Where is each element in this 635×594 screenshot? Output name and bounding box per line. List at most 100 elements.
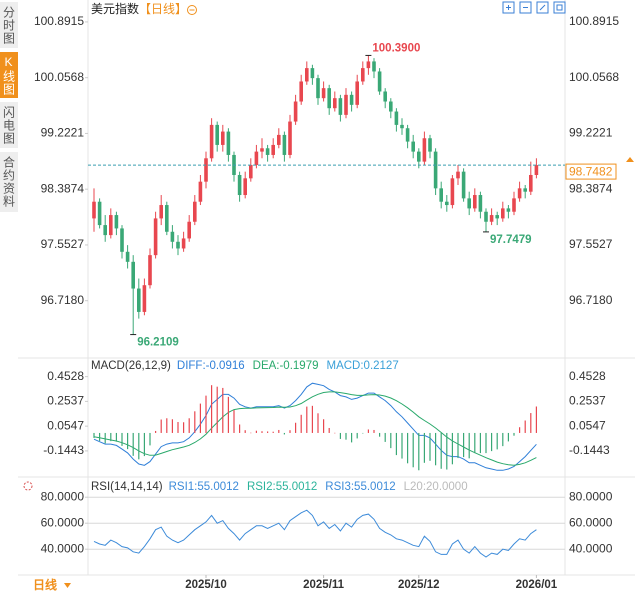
candle-body xyxy=(271,144,275,155)
candle-body xyxy=(361,68,365,82)
candle-body xyxy=(333,98,337,109)
candle-body xyxy=(193,201,197,222)
candle-body xyxy=(534,165,539,175)
legend-entry: RSI2:55.0012 xyxy=(247,481,317,493)
tool-button[interactable] xyxy=(536,1,549,14)
rsi-line xyxy=(93,509,537,558)
macd-bar xyxy=(362,432,364,434)
candle-body xyxy=(405,128,410,142)
candle-body xyxy=(243,178,247,196)
candle-body xyxy=(209,124,214,159)
last-price-label: 98.7482 xyxy=(569,164,613,178)
macd-bar xyxy=(446,432,448,470)
annotation: 97.7479 xyxy=(490,234,532,246)
candle-body xyxy=(148,255,152,286)
macd-bar xyxy=(143,432,145,457)
candle-body xyxy=(103,225,107,236)
macd-bar xyxy=(323,419,325,433)
macd-bar xyxy=(367,429,369,433)
tab[interactable]: K线图 xyxy=(0,52,18,98)
macd-bar xyxy=(300,414,302,433)
legend-entry: L20:20.0000 xyxy=(404,481,468,493)
macd-bar xyxy=(155,430,157,433)
candle-body xyxy=(277,134,281,145)
macd-bar xyxy=(311,405,313,433)
macd-bar xyxy=(379,432,381,437)
settings-icon[interactable] xyxy=(23,481,33,491)
collapse-icon[interactable] xyxy=(187,5,197,15)
candle-body xyxy=(461,171,466,199)
tab[interactable]: 合约资料 xyxy=(0,152,18,212)
tool-button[interactable] xyxy=(519,1,532,14)
tool-button[interactable] xyxy=(553,1,566,14)
macd-bar xyxy=(535,406,537,433)
candle-body xyxy=(377,71,382,92)
macd-bar xyxy=(502,432,504,447)
macd-bar xyxy=(524,420,526,433)
period-selector[interactable]: 日线 xyxy=(33,577,57,592)
macd-bar xyxy=(121,432,123,446)
y-tick-label: 0.0547 xyxy=(569,418,606,432)
y-tick-label: -0.1443 xyxy=(43,443,84,457)
y-tick-label: 80.0000 xyxy=(41,489,85,503)
macd-bar xyxy=(496,432,498,450)
y-tick-label: 60.0000 xyxy=(569,515,613,529)
candle-body xyxy=(249,164,253,179)
candle-body xyxy=(221,131,225,145)
macd-bar xyxy=(507,432,509,442)
candle-body xyxy=(305,68,309,82)
candle-body xyxy=(389,101,393,112)
candle-body xyxy=(327,88,331,109)
candle-body xyxy=(137,288,141,312)
legend-entry: RSI3:55.0012 xyxy=(325,481,395,493)
macd-bar xyxy=(199,403,201,433)
macd-bar xyxy=(261,431,263,433)
candle-body xyxy=(417,151,421,162)
macd-bar xyxy=(216,386,218,433)
candle-body xyxy=(293,101,298,122)
candle-body xyxy=(282,134,287,155)
candle-body xyxy=(114,215,119,229)
macd-bar xyxy=(306,406,308,433)
tool-button[interactable] xyxy=(502,1,515,14)
candle-body xyxy=(439,188,443,202)
candle-body xyxy=(181,238,186,249)
candle-body xyxy=(529,174,533,192)
macd-bar xyxy=(440,432,442,469)
candle-body xyxy=(366,61,371,69)
macd-bar xyxy=(345,432,347,440)
candle-body xyxy=(321,88,326,99)
macd-bar xyxy=(485,432,487,454)
candle-body xyxy=(523,188,527,192)
macd-bar xyxy=(250,432,252,434)
tab[interactable]: 闪电图 xyxy=(0,102,18,148)
chart-title: 美元指数【日线】 xyxy=(91,1,187,16)
macd-bar xyxy=(99,432,101,441)
candle-body xyxy=(109,215,113,236)
candle-body xyxy=(450,178,455,206)
candle-body xyxy=(344,94,348,115)
tab[interactable]: 分时图 xyxy=(0,2,18,48)
macd-bar xyxy=(278,429,280,433)
macd-bar xyxy=(356,432,358,439)
macd-bar xyxy=(239,424,241,433)
macd-line xyxy=(93,382,537,471)
macd-bar xyxy=(295,422,297,433)
y-tick-label: 96.7180 xyxy=(41,293,85,307)
macd-bar xyxy=(373,429,375,433)
macd-bar xyxy=(138,432,140,460)
macd-bar xyxy=(160,419,162,433)
candle-body xyxy=(198,181,203,202)
candle-body xyxy=(506,208,511,212)
macd-bar xyxy=(339,432,341,439)
candle-body xyxy=(142,285,147,312)
candle-body xyxy=(478,195,483,212)
macd-bar xyxy=(205,395,207,433)
candle-body xyxy=(299,81,303,102)
y-tick-label: 100.8915 xyxy=(569,14,619,28)
candle-body xyxy=(310,68,315,79)
macd-bar xyxy=(423,432,425,463)
candle-body xyxy=(495,215,499,219)
legend-entry: MACD:0.2127 xyxy=(327,360,399,372)
macd-bar xyxy=(233,410,235,433)
